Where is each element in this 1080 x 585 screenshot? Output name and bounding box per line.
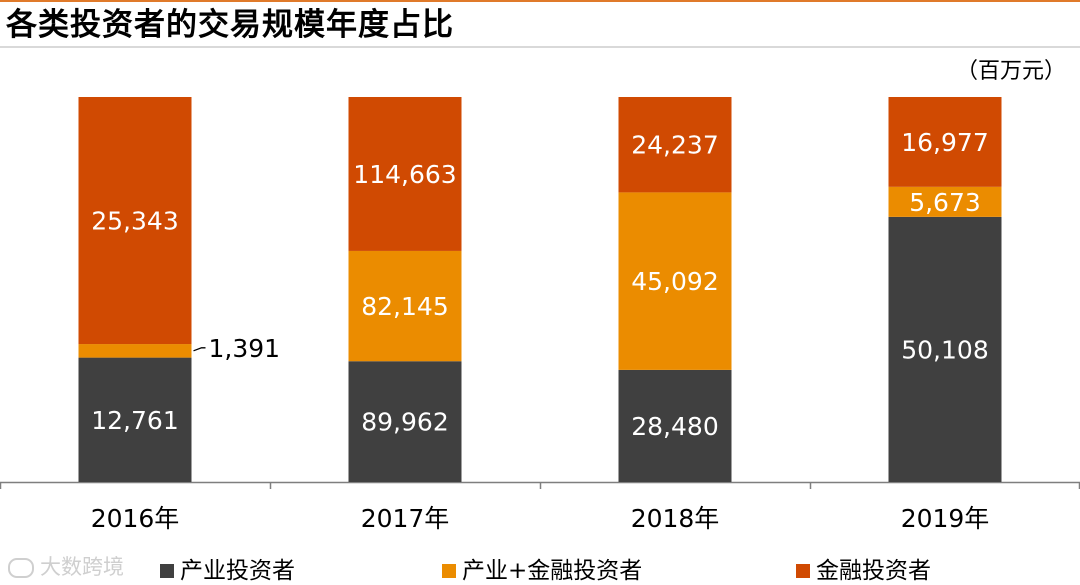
data-label-industrial-3: 50,108 [901,335,988,364]
legend-swatch-financial [796,564,810,578]
bar-financial-0 [78,97,192,345]
chart-title: 各类投资者的交易规模年度占比 [6,7,454,43]
unit-label: （百万元） [955,59,1066,84]
data-label-financial-2: 24,237 [631,131,718,160]
x-tick-label-1: 2017年 [361,504,450,533]
bar-industrial-3 [888,216,1002,483]
bar-financial-1 [348,97,462,251]
legend-swatch-industrial [160,564,174,578]
legend-label-industrial: 产业投资者 [180,558,295,584]
data-label-financial-3: 16,977 [901,128,988,157]
bar-industrial-2 [618,369,732,482]
legend-swatch-industrial-financial [442,564,456,578]
bar-financial-3 [888,97,1002,187]
bar-industrial-financial-1 [348,250,462,362]
bar-industrial-1 [348,361,462,482]
watermark-text: 大数跨境 [40,555,124,579]
data-label-industrial-0: 12,761 [91,406,178,435]
data-label-industrial-financial-3: 5,673 [909,188,981,217]
legend-item-industrial-financial: 产业+金融投资者 [442,558,642,584]
legend-label-industrial-financial: 产业+金融投资者 [462,558,643,584]
data-label-industrial-financial-2: 45,092 [631,267,718,296]
bar-industrial-0 [78,357,192,482]
bar-industrial-financial-0 [78,344,192,358]
leader-line-industrial-financial-0 [193,347,206,352]
x-tick-label-2: 2018年 [631,504,720,533]
data-label-industrial-1: 89,962 [361,408,448,437]
data-label-industrial-2: 28,480 [631,412,718,441]
bar-industrial-financial-2 [618,192,732,370]
legend: 产业投资者 产业+金融投资者 金融投资者 [0,556,1080,585]
watermark: 大数跨境 [8,553,124,581]
data-label-industrial-financial-1: 82,145 [361,292,448,321]
legend-item-financial: 金融投资者 [796,558,931,584]
watermark-logo-icon [8,558,34,578]
bar-financial-2 [618,97,732,193]
data-label-financial-0: 25,343 [91,207,178,236]
title-divider [0,46,1080,48]
legend-label-financial: 金融投资者 [816,558,931,584]
top-accent-rule [0,0,1080,2]
data-label-industrial-financial-0: 1,391 [209,334,281,363]
bar-industrial-financial-3 [888,186,1002,217]
data-label-financial-1: 114,663 [353,160,456,189]
x-tick-label-3: 2019年 [901,504,990,533]
x-tick-label-0: 2016年 [91,504,180,533]
legend-item-industrial: 产业投资者 [160,558,295,584]
